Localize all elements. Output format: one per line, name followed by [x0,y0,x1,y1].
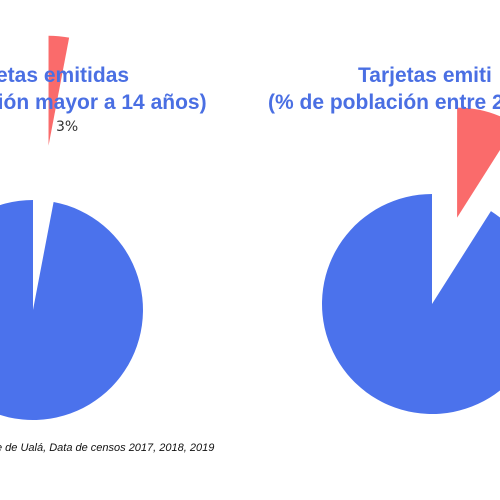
pie-slice-highlight [48,35,70,146]
source-note: e de Ualá, Data de censos 2017, 2018, 20… [0,442,215,454]
right-chart-title-line2: (% de población entre 2 [268,91,500,114]
pie-slice-main [322,194,500,414]
pie-chart-left [0,35,143,420]
pie-slice-highlight [457,107,500,218]
left-chart-title-line1: etas emitidas [0,64,130,87]
left-pie-slice-label: 3% [56,119,79,135]
pie-chart-right [322,107,500,414]
left-chart-title-line2: ción mayor a 14 años) [0,91,207,114]
pie-slice-main [0,200,143,420]
right-chart-title-line1: Tarjetas emiti [358,64,492,87]
